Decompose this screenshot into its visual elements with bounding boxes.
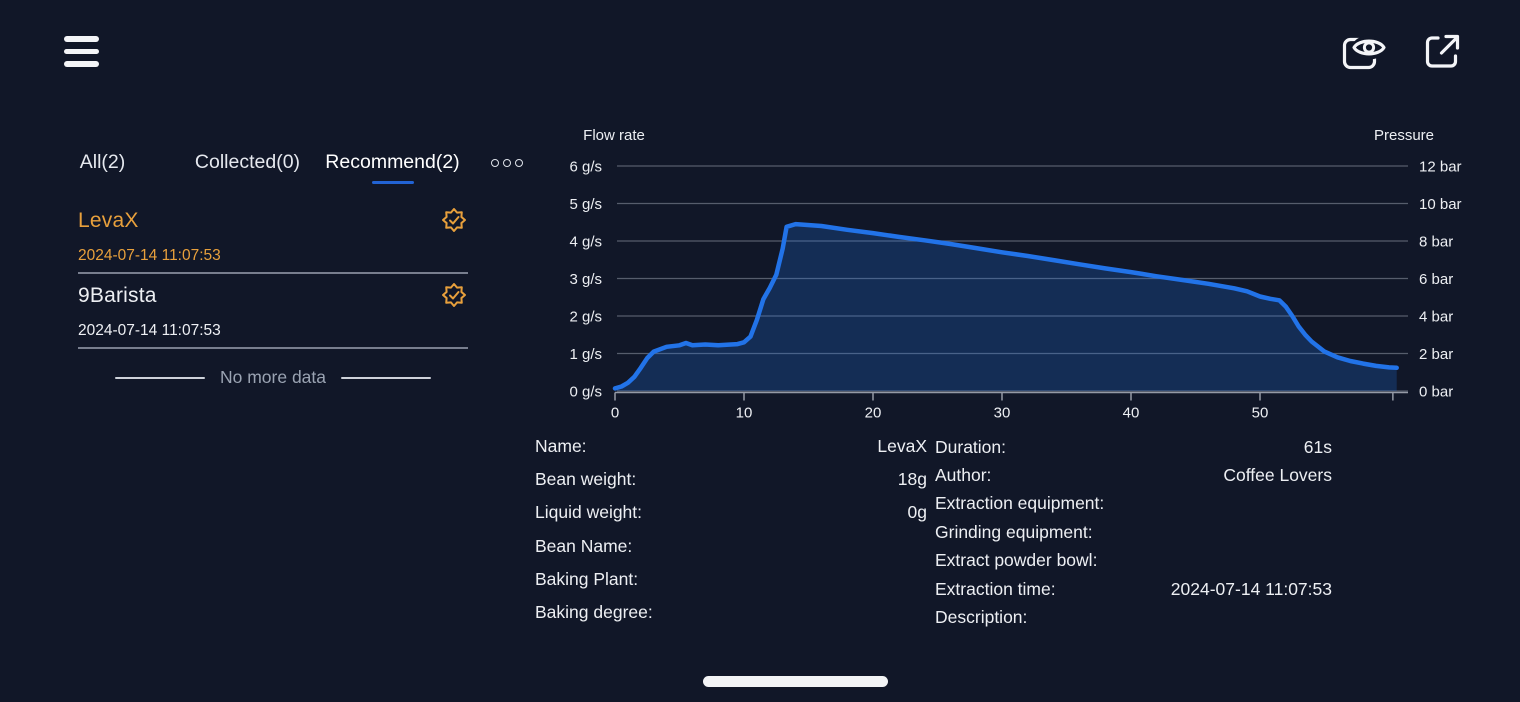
svg-text:4 g/s: 4 g/s: [569, 234, 602, 251]
detail-row: Name: LevaX: [535, 430, 927, 463]
detail-label: Bean Name:: [535, 535, 633, 556]
recipe-date: 2024-07-14 11:07:53: [78, 322, 221, 339]
svg-text:2 g/s: 2 g/s: [569, 309, 602, 326]
menu-icon: [64, 48, 99, 54]
no-more-data-label: No more data: [219, 367, 327, 387]
svg-text:50: 50: [1252, 405, 1269, 422]
svg-text:3 g/s: 3 g/s: [569, 271, 602, 288]
recipe-list-item-levax[interactable]: LevaX 2024-07-14 11:07:53: [78, 196, 468, 274]
divider: [78, 272, 468, 274]
recipe-list-item-9barista[interactable]: 9Barista 2024-07-14 11:07:53: [78, 271, 468, 349]
detail-row: Bean weight: 18g: [535, 463, 927, 496]
tab-collected-0-[interactable]: Collected(0): [175, 151, 320, 184]
certified-badge-icon: [442, 208, 466, 232]
svg-text:0 g/s: 0 g/s: [569, 384, 602, 401]
detail-value: 18g: [897, 469, 927, 490]
detail-value: LevaX: [877, 436, 927, 457]
svg-text:20: 20: [865, 405, 882, 422]
detail-row: Baking Plant:: [535, 563, 927, 596]
detail-row: Liquid weight: 0g: [535, 496, 927, 529]
detail-row: Author: Coffee Lovers: [935, 461, 1332, 489]
detail-row: Extraction time: 2024-07-14 11:07:53: [935, 575, 1332, 603]
svg-text:6 g/s: 6 g/s: [569, 159, 602, 176]
ellipsis-icon: [491, 159, 499, 167]
certified-badge-icon: [442, 283, 466, 307]
detail-row: Description:: [935, 603, 1332, 631]
detail-label: Description:: [935, 607, 1028, 628]
detail-row: Grinding equipment:: [935, 518, 1332, 546]
menu-icon: [64, 36, 99, 42]
svg-text:10 bar: 10 bar: [1419, 196, 1462, 213]
no-more-data: No more data: [78, 367, 468, 388]
detail-row: Bean Name:: [535, 530, 927, 563]
svg-text:1 g/s: 1 g/s: [569, 346, 602, 363]
detail-label: Author:: [935, 465, 992, 486]
preview-eye-icon: [1342, 35, 1386, 70]
export-icon: [1425, 34, 1460, 68]
detail-label: Extract powder bowl:: [935, 550, 1098, 571]
detail-label: Extraction equipment:: [935, 493, 1105, 514]
svg-text:0 bar: 0 bar: [1419, 384, 1453, 401]
detail-value: Coffee Lovers: [1223, 465, 1332, 486]
svg-text:30: 30: [994, 405, 1011, 422]
ellipsis-icon: [503, 159, 511, 167]
recipe-details-right: Duration: 61s Author: Coffee Lovers Extr…: [935, 433, 1332, 632]
detail-label: Bean weight:: [535, 469, 637, 490]
svg-text:6 bar: 6 bar: [1419, 271, 1453, 288]
detail-value: 0g: [907, 502, 927, 523]
top-action-bar: [1340, 30, 1462, 73]
detail-value: 2024-07-14 11:07:53: [1170, 578, 1332, 599]
detail-label: Extraction time:: [935, 578, 1056, 599]
detail-row: Duration: 61s: [935, 433, 1332, 461]
svg-text:12 bar: 12 bar: [1419, 159, 1462, 176]
detail-label: Liquid weight:: [535, 502, 643, 523]
more-tabs-button[interactable]: [491, 159, 523, 167]
svg-text:2 bar: 2 bar: [1419, 346, 1453, 363]
recipe-name: LevaX: [78, 209, 139, 232]
home-indicator[interactable]: [703, 676, 888, 687]
detail-value: 61s: [1303, 436, 1332, 457]
svg-text:Pressure: Pressure: [1374, 127, 1434, 144]
svg-text:4 bar: 4 bar: [1419, 309, 1453, 326]
detail-label: Baking Plant:: [535, 568, 639, 589]
detail-row: Baking degree:: [535, 596, 927, 629]
divider: [78, 347, 468, 349]
svg-text:8 bar: 8 bar: [1419, 234, 1453, 251]
svg-text:Flow rate: Flow rate: [583, 127, 645, 144]
detail-label: Duration:: [935, 436, 1007, 457]
menu-button[interactable]: [64, 36, 100, 67]
recipe-details-left: Name: LevaX Bean weight: 18g Liquid weig…: [535, 430, 927, 629]
detail-label: Name:: [535, 436, 587, 457]
tab-bar: All(2) Collected(0) Recommend(2): [30, 151, 523, 184]
preview-button[interactable]: [1340, 30, 1386, 73]
menu-icon: [64, 61, 99, 67]
detail-label: Baking degree:: [535, 602, 653, 623]
tab-all-2-[interactable]: All(2): [30, 151, 175, 184]
tab-label: All(2): [79, 151, 126, 173]
detail-row: Extraction equipment:: [935, 490, 1332, 518]
svg-text:10: 10: [736, 405, 753, 422]
tab-label: Collected(0): [194, 151, 301, 173]
svg-text:0: 0: [611, 405, 619, 422]
detail-label: Grinding equipment:: [935, 521, 1093, 542]
svg-text:40: 40: [1123, 405, 1140, 422]
recipe-name: 9Barista: [78, 284, 157, 307]
tab-label: Recommend(2): [325, 151, 460, 173]
detail-row: Extract powder bowl:: [935, 547, 1332, 575]
svg-text:5 g/s: 5 g/s: [569, 196, 602, 213]
ellipsis-icon: [515, 159, 523, 167]
export-button[interactable]: [1422, 32, 1462, 72]
tab-recommend-2-[interactable]: Recommend(2): [320, 151, 465, 184]
recipe-date: 2024-07-14 11:07:53: [78, 247, 221, 264]
recipe-list: LevaX 2024-07-14 11:07:53 9Barista 2024-…: [78, 196, 468, 349]
